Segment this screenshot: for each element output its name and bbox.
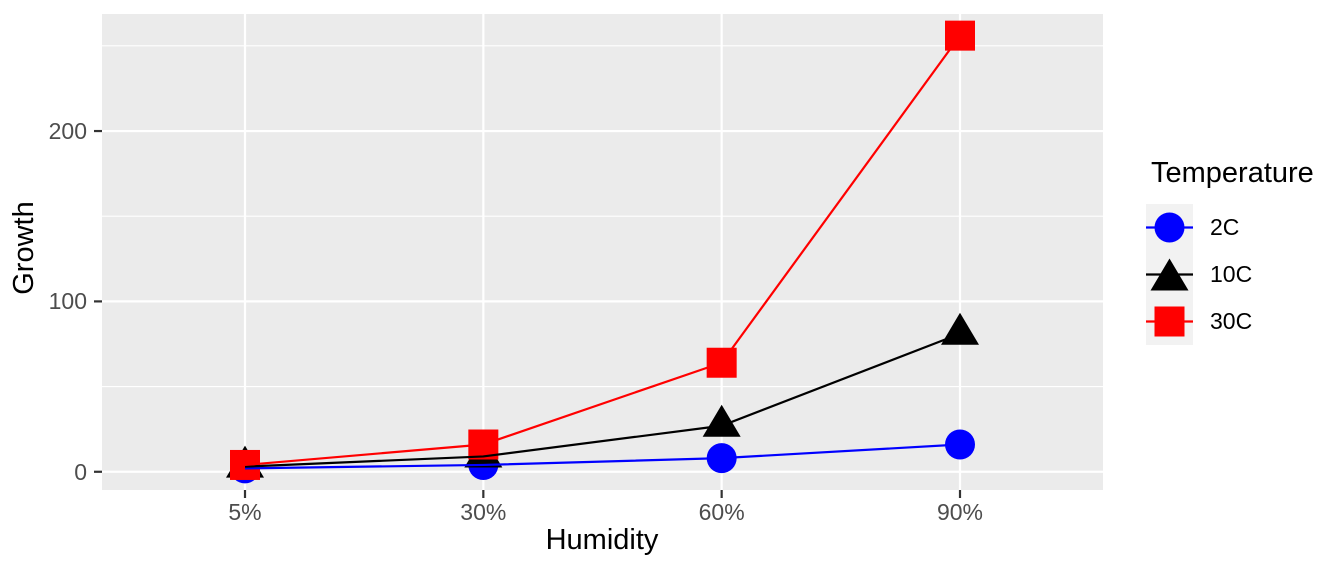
x-tick-label: 60% — [698, 499, 745, 525]
legend-title: Temperature — [1151, 157, 1314, 189]
x-tick-label: 90% — [936, 499, 984, 525]
legend: Temperature 2C 10C 30C — [1146, 156, 1344, 345]
x-tick-label: 5% — [228, 499, 262, 525]
legend-item-2C: 2C — [1146, 204, 1344, 251]
legend-label-10C: 10C — [1210, 261, 1253, 287]
legend-item-30C: 30C — [1146, 298, 1344, 345]
line-series-2C — [244, 443, 961, 470]
triangle-marker-icon — [1146, 258, 1193, 291]
y-tick-label: 0 — [74, 458, 87, 485]
plot-panel-background — [102, 14, 1103, 490]
y-tick-label: 200 — [48, 118, 87, 145]
y-axis-title: Growth — [8, 201, 40, 295]
marker-triangle-10C-60% — [702, 404, 741, 437]
x-tick-label: 30% — [460, 499, 507, 525]
legend-key-2C — [1146, 204, 1193, 251]
x-axis-title: Humidity — [545, 524, 659, 556]
legend-key-10C — [1146, 251, 1193, 298]
line-series-10C — [244, 332, 961, 468]
legend-label-2C: 2C — [1210, 214, 1240, 240]
legend-item-10C: 10C — [1146, 251, 1344, 298]
line-series-30C — [244, 34, 961, 467]
y-tick-label: 100 — [48, 288, 87, 315]
legend-label-30C: 30C — [1210, 308, 1253, 334]
circle-marker-icon — [1146, 212, 1193, 243]
legend-entries: 2C 10C 30C — [1146, 204, 1344, 345]
square-marker-icon — [1146, 306, 1193, 337]
legend-key-30C — [1146, 298, 1193, 345]
